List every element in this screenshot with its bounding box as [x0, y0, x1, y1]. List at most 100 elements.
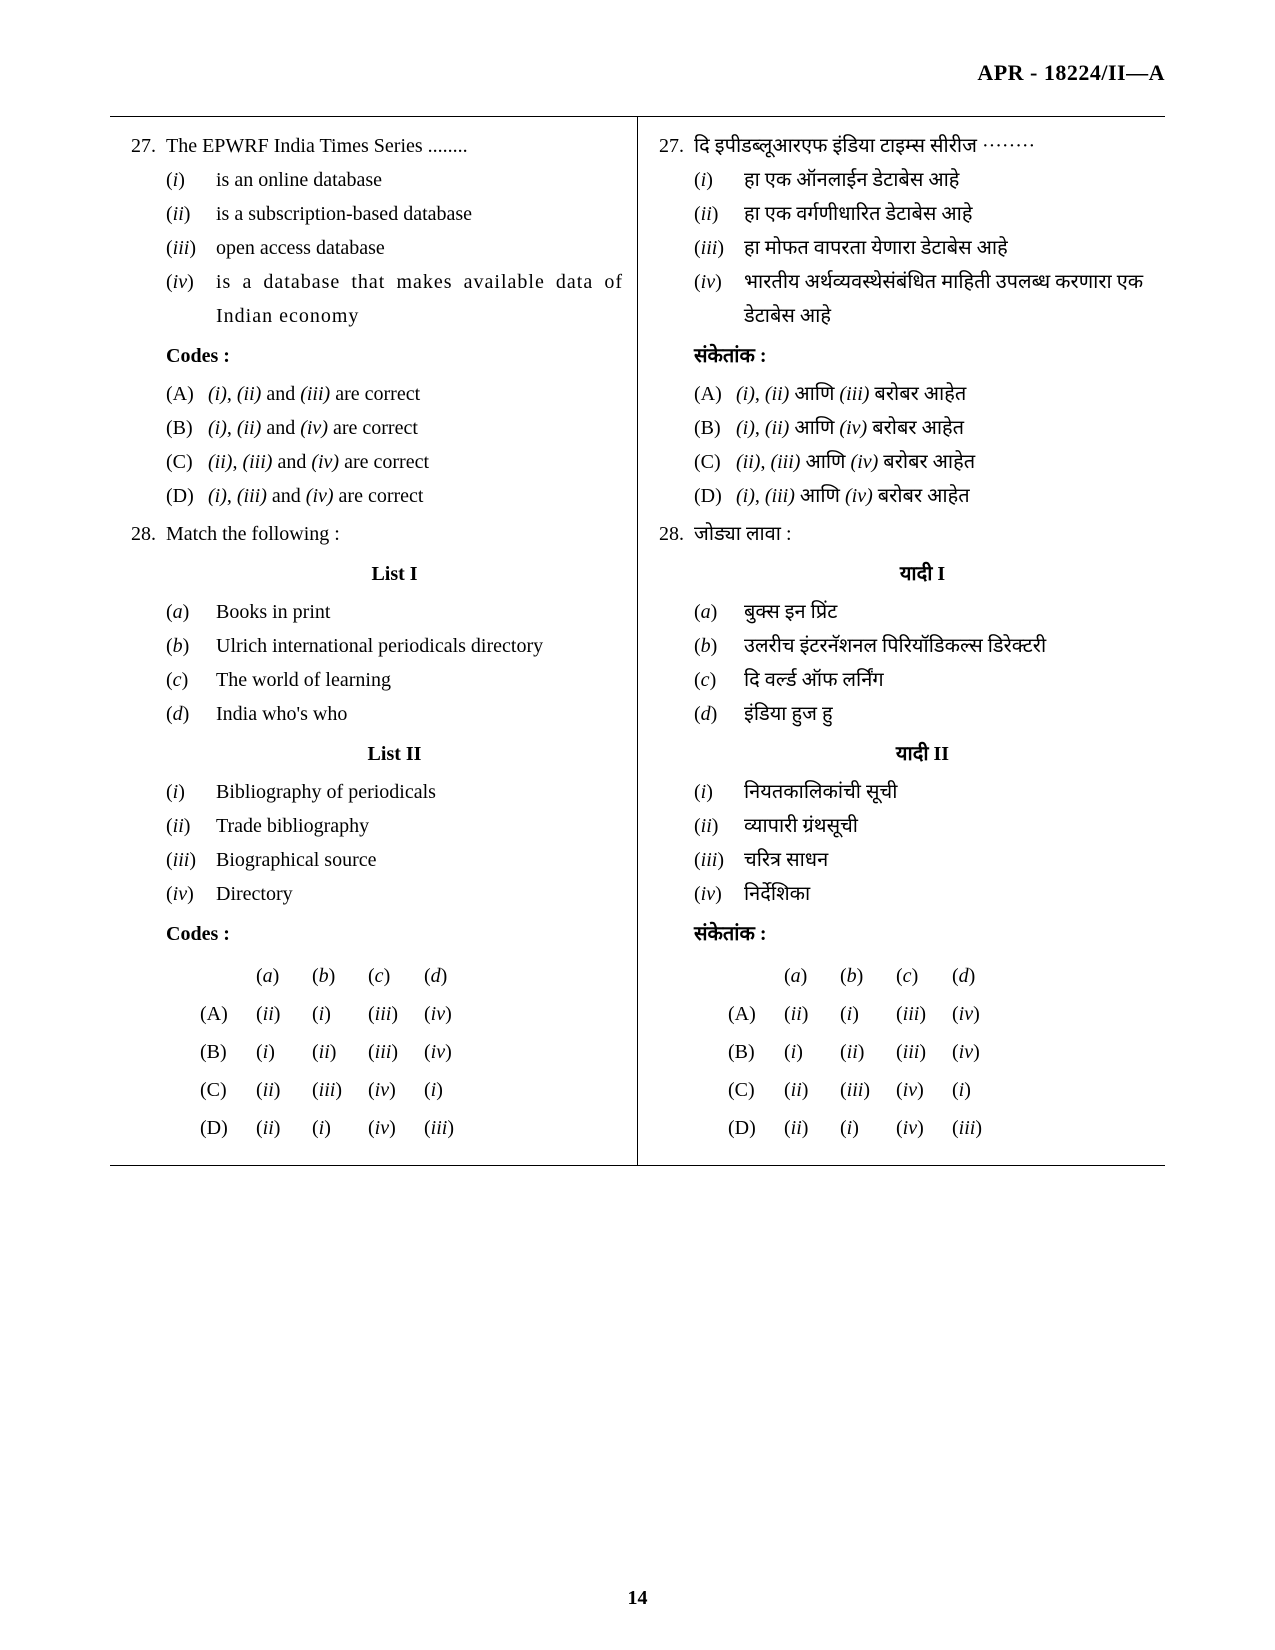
question-body: Match the following : List I (a)Books in…	[166, 517, 623, 1149]
page-number: 14	[628, 1587, 648, 1610]
list-item: (i)नियतकालिकांची सूची	[694, 775, 1151, 809]
table-row-label: (B)	[200, 1035, 242, 1069]
sub-item-label: (iii)	[166, 231, 216, 265]
question-body: दि इपीडब्लूआरएफ इंडिया टाइम्स सीरीज ····…	[694, 129, 1151, 513]
table-cell: (iv)	[424, 997, 466, 1031]
option-row: (A)(i), (ii) आणि (iii) बरोबर आहेत	[694, 377, 1151, 411]
paper-header: APR - 18224/II—A	[110, 60, 1165, 86]
table-cell: (i)	[312, 1111, 354, 1145]
table-row: (C)(ii)(iii)(iv)(i)	[200, 1073, 466, 1107]
codes-heading: संकेतांक :	[694, 339, 1151, 373]
sub-item-label: (i)	[166, 163, 216, 197]
table-blank-cell	[200, 959, 242, 993]
table-cell: (iii)	[952, 1111, 994, 1145]
table-cell: (i)	[424, 1073, 466, 1107]
list-item: (d)इंडिया हुज हु	[694, 697, 1151, 731]
option-label: (C)	[166, 445, 208, 479]
list-item: (ii)Trade bibliography	[166, 809, 623, 843]
sub-item-label: (iv)	[166, 265, 216, 333]
option-text: (ii), (iii) आणि (iv) बरोबर आहेत	[736, 445, 1151, 479]
table-cell: (i)	[784, 1035, 826, 1069]
sub-item: (i)is an online database	[166, 163, 623, 197]
table-cell: (ii)	[256, 1073, 298, 1107]
question-28: 28. Match the following : List I (a)Book…	[124, 517, 623, 1149]
table-cell: (iii)	[368, 1035, 410, 1069]
list-item-label: (d)	[166, 697, 216, 731]
table-cell: (iv)	[896, 1073, 938, 1107]
list-item: (ii)व्यापारी ग्रंथसूची	[694, 809, 1151, 843]
table-cell: (ii)	[784, 1073, 826, 1107]
table-header-cell: (a)	[784, 959, 826, 993]
sub-item: (iv)भारतीय अर्थव्यवस्थेसंबंधित माहिती उप…	[694, 265, 1151, 333]
sub-item: (iii)open access database	[166, 231, 623, 265]
option-label: (A)	[166, 377, 208, 411]
table-row: (C)(ii)(iii)(iv)(i)	[728, 1073, 994, 1107]
sub-item-text: is a subscription-based database	[216, 197, 623, 231]
list-item: (b)Ulrich international periodicals dire…	[166, 629, 623, 663]
table-row: (D)(ii)(i)(iv)(iii)	[200, 1111, 466, 1145]
list1-heading: List I	[166, 557, 623, 591]
sub-item: (i)हा एक ऑनलाईन डेटाबेस आहे	[694, 163, 1151, 197]
table-cell: (iv)	[952, 1035, 994, 1069]
content-columns: 27. The EPWRF India Times Series .......…	[110, 116, 1165, 1166]
question-27: 27. The EPWRF India Times Series .......…	[124, 129, 623, 513]
table-header-cell: (c)	[896, 959, 938, 993]
option-row: (D)(i), (iii) आणि (iv) बरोबर आहेत	[694, 479, 1151, 513]
table-cell: (iii)	[424, 1111, 466, 1145]
list-item-text: इंडिया हुज हु	[744, 697, 1151, 731]
list-item-text: The world of learning	[216, 663, 623, 697]
column-marathi: 27. दि इपीडब्लूआरएफ इंडिया टाइम्स सीरीज …	[638, 117, 1165, 1165]
list2-heading: List II	[166, 737, 623, 771]
q27-items: (i)is an online database(ii)is a subscri…	[166, 163, 623, 333]
list-item-text: उलरीच इंटरनॅशनल पिरियॉडिकल्स डिरेक्टरी	[744, 629, 1151, 663]
option-label: (D)	[694, 479, 736, 513]
table-row-label: (C)	[728, 1073, 770, 1107]
list-item: (a)बुक्स इन प्रिंट	[694, 595, 1151, 629]
q27-options: (A)(i), (ii) and (iii) are correct(B)(i)…	[166, 377, 623, 513]
list-item-label: (iii)	[694, 843, 744, 877]
table-row-label: (C)	[200, 1073, 242, 1107]
sub-item-text: हा एक ऑनलाईन डेटाबेस आहे	[744, 163, 1151, 197]
table-cell: (ii)	[256, 997, 298, 1031]
table-row-label: (D)	[728, 1111, 770, 1145]
list-item: (a)Books in print	[166, 595, 623, 629]
list-item: (iv)निर्देशिका	[694, 877, 1151, 911]
question-number: 28.	[124, 517, 166, 1149]
option-row: (D)(i), (iii) and (iv) are correct	[166, 479, 623, 513]
list-item-text: Bibliography of periodicals	[216, 775, 623, 809]
list-item-label: (ii)	[694, 809, 744, 843]
list-item-text: Books in print	[216, 595, 623, 629]
q27-items-mr: (i)हा एक ऑनलाईन डेटाबेस आहे(ii)हा एक वर्…	[694, 163, 1151, 333]
table-row: (A)(ii)(i)(iii)(iv)	[728, 997, 994, 1031]
option-text: (ii), (iii) and (iv) are correct	[208, 445, 623, 479]
table-header-cell: (b)	[312, 959, 354, 993]
table-cell: (iii)	[896, 1035, 938, 1069]
table-row: (B)(i)(ii)(iii)(iv)	[200, 1035, 466, 1069]
q28-list1: (a)Books in print(b)Ulrich international…	[166, 595, 623, 731]
table-header-row: (a)(b)(c)(d)	[728, 959, 994, 993]
question-28-mr: 28. जोड्या लावा : यादी I (a)बुक्स इन प्र…	[652, 517, 1151, 1149]
option-label: (B)	[166, 411, 208, 445]
table-row: (A)(ii)(i)(iii)(iv)	[200, 997, 466, 1031]
option-row: (B)(i), (ii) आणि (iv) बरोबर आहेत	[694, 411, 1151, 445]
list-item-text: बुक्स इन प्रिंट	[744, 595, 1151, 629]
sub-item-text: is a database that makes available data …	[216, 265, 623, 333]
q28-list2: (i)Bibliography of periodicals(ii)Trade …	[166, 775, 623, 911]
sub-item-text: हा एक वर्गणीधारित डेटाबेस आहे	[744, 197, 1151, 231]
list-item-text: नियतकालिकांची सूची	[744, 775, 1151, 809]
table-cell: (ii)	[784, 997, 826, 1031]
q28-list1-mr: (a)बुक्स इन प्रिंट(b)उलरीच इंटरनॅशनल पिर…	[694, 595, 1151, 731]
question-stem: दि इपीडब्लूआरएफ इंडिया टाइम्स सीरीज ····…	[694, 129, 1151, 163]
list-item-label: (a)	[166, 595, 216, 629]
sub-item-label: (iii)	[694, 231, 744, 265]
list-item: (iv)Directory	[166, 877, 623, 911]
list-item-text: Directory	[216, 877, 623, 911]
option-row: (C)(ii), (iii) and (iv) are correct	[166, 445, 623, 479]
sub-item-text: भारतीय अर्थव्यवस्थेसंबंधित माहिती उपलब्ध…	[744, 265, 1151, 333]
table-header-cell: (c)	[368, 959, 410, 993]
list-item-label: (i)	[694, 775, 744, 809]
table-cell: (iv)	[368, 1111, 410, 1145]
codes-table: (a)(b)(c)(d)(A)(ii)(i)(iii)(iv)(B)(i)(ii…	[714, 955, 1008, 1149]
codes-table: (a)(b)(c)(d)(A)(ii)(i)(iii)(iv)(B)(i)(ii…	[186, 955, 480, 1149]
list-item: (b)उलरीच इंटरनॅशनल पिरियॉडिकल्स डिरेक्टर…	[694, 629, 1151, 663]
